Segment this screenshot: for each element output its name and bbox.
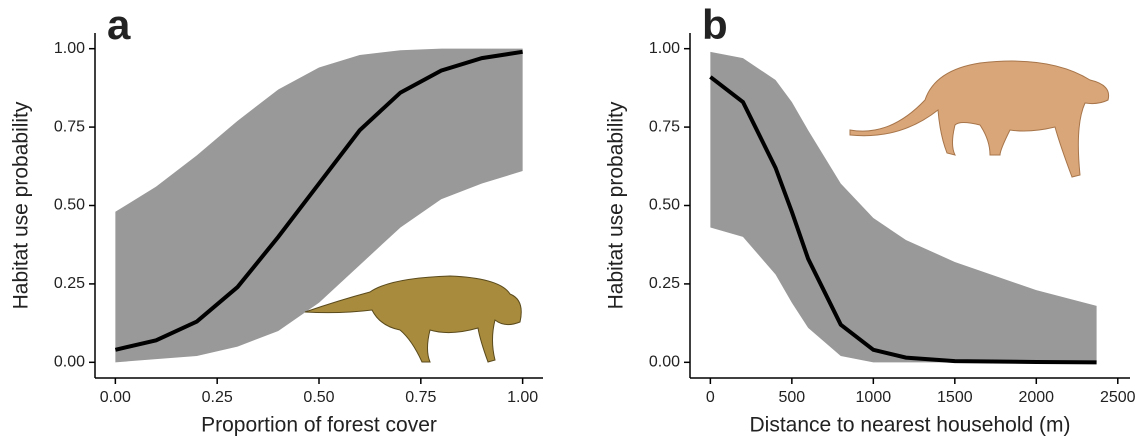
jaguarundi-illustration: [849, 60, 1110, 178]
y-tick-label: 1.00: [649, 40, 680, 57]
panel: 0.00 0.25 0.50 0.75 1.00 0 500 1000 1500 2000 2500…: [605, 1, 1136, 436]
y-axis-title: Habitat use probability: [605, 101, 628, 309]
x-tick-label: 1500: [937, 389, 973, 406]
x-tick-label: 1.00: [507, 389, 538, 406]
panel-label: b: [702, 1, 728, 48]
y-tick-label: 0.25: [649, 275, 680, 292]
x-tick-label: 0.00: [100, 389, 131, 406]
x-axis-title: Proportion of forest cover: [201, 414, 437, 437]
x-axis-title: Distance to nearest household (m): [750, 414, 1071, 437]
y-tick-label: 0.75: [54, 118, 85, 135]
x-tick-label: 2500: [1100, 389, 1136, 406]
x-tick-label: 2000: [1018, 389, 1054, 406]
y-tick-label: 0.75: [649, 118, 680, 135]
confidence-band: [115, 48, 523, 363]
panel: 0.00 0.25 0.50 0.75 1.00 0.00 0.25 0.50 0.75 1.00…: [10, 1, 543, 437]
y-tick-label: 0.00: [649, 354, 680, 371]
x-tick-label: 0: [706, 389, 715, 406]
confidence-band: [710, 51, 1097, 363]
ocelot-body: [304, 275, 522, 363]
x-tick-label: 1000: [856, 389, 892, 406]
jaguarundi-body: [849, 60, 1110, 178]
mean-line: [709, 75, 1097, 365]
mean-line: [114, 49, 523, 352]
x-tick-label: 500: [779, 389, 806, 406]
panel-label: a: [107, 1, 131, 48]
y-tick-label: 0.50: [649, 197, 680, 214]
y-tick-label: 0.50: [54, 197, 85, 214]
x-tick-label: 0.75: [405, 389, 436, 406]
y-axis-title: Habitat use probability: [10, 101, 33, 309]
y-tick-label: 1.00: [54, 40, 85, 57]
x-tick-label: 0.25: [202, 389, 233, 406]
x-tick-label: 0.50: [303, 389, 334, 406]
y-tick-label: 0.00: [54, 354, 85, 371]
y-tick-label: 0.25: [54, 275, 85, 292]
ocelot-illustration: [304, 275, 522, 363]
